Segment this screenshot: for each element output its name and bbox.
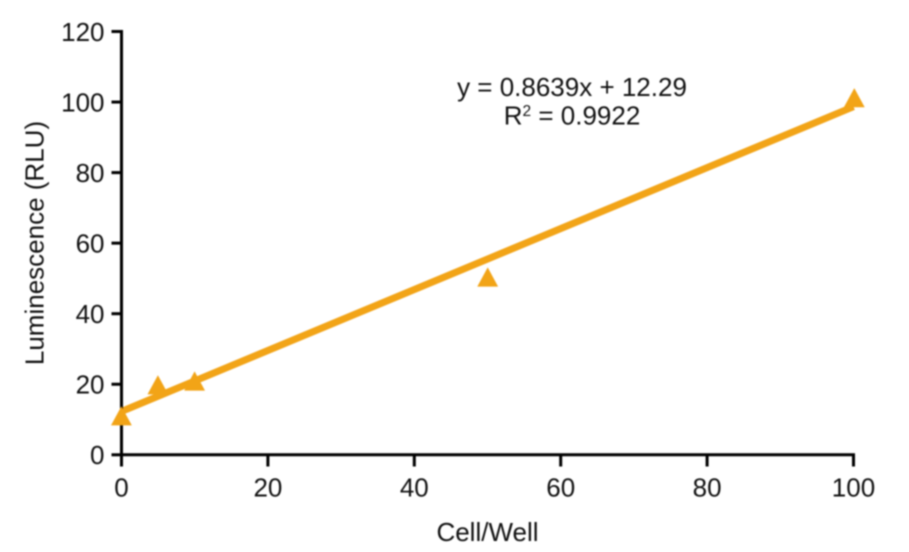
svg-text:20: 20: [76, 370, 105, 400]
svg-text:100: 100: [61, 87, 104, 117]
svg-text:0: 0: [90, 440, 104, 470]
svg-text:80: 80: [693, 473, 722, 503]
svg-text:Luminescence (RLU): Luminescence (RLU): [20, 121, 50, 365]
svg-text:Cell/Well: Cell/Well: [436, 517, 538, 547]
svg-text:R2 = 0.9922: R2 = 0.9922: [504, 101, 641, 131]
svg-text:60: 60: [546, 473, 575, 503]
svg-text:40: 40: [400, 473, 429, 503]
svg-text:60: 60: [76, 228, 105, 258]
svg-text:0: 0: [114, 473, 128, 503]
svg-text:20: 20: [253, 473, 282, 503]
svg-text:100: 100: [832, 473, 875, 503]
svg-text:y = 0.8639x + 12.29: y = 0.8639x + 12.29: [457, 72, 687, 102]
svg-text:120: 120: [61, 17, 104, 47]
svg-text:80: 80: [76, 158, 105, 188]
svg-text:40: 40: [76, 299, 105, 329]
